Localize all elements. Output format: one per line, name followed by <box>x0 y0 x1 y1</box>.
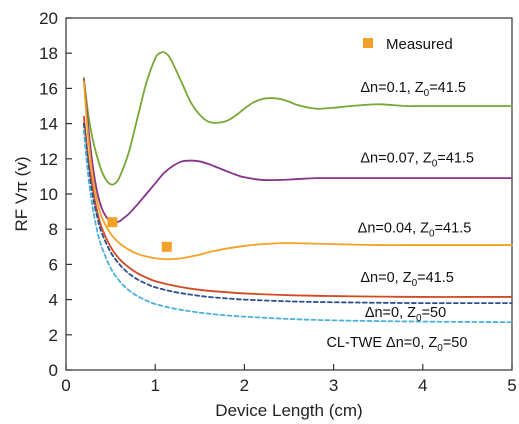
series-line-5 <box>82 122 513 305</box>
series-annotation: Δn=0.04, Z0=41.5 <box>358 221 472 240</box>
annotations: Δn=0.1, Z0=41.5 Δn=0.07, Z0=41.5 Δn=0.04, … <box>326 80 474 354</box>
y-tick-label: 12 <box>39 150 58 169</box>
y-tick-label: 0 <box>49 361 58 380</box>
y-tick-label: 8 <box>49 220 58 239</box>
x-tick-label: 5 <box>507 376 516 395</box>
x-tick-label: 1 <box>150 376 159 395</box>
x-axis-title: Device Length (cm) <box>215 401 362 420</box>
series-annotation: Δn=0, Z0=41.5 <box>360 270 453 289</box>
series-line-3 <box>82 80 513 261</box>
series-annotation: Δn=0, Z0=50 <box>365 305 446 324</box>
y-tick-label: 20 <box>39 9 58 28</box>
y-tick-label: 18 <box>39 44 58 63</box>
measured-markers <box>107 217 172 252</box>
x-tick-label: 3 <box>329 376 338 395</box>
x-tick-label: 4 <box>418 376 427 395</box>
legend-label-measured: Measured <box>386 36 453 53</box>
series-line-4 <box>82 115 513 298</box>
y-tick-label: 4 <box>49 291 58 310</box>
y-tick-label: 2 <box>49 326 58 345</box>
y-tick-label: 16 <box>39 79 58 98</box>
x-tick-label: 0 <box>61 376 70 395</box>
series-line-6 <box>82 129 513 324</box>
measured-point <box>107 217 118 228</box>
x-tick-label: 2 <box>240 376 249 395</box>
measured-point <box>161 241 172 252</box>
y-tick-label: 14 <box>39 115 58 134</box>
x-axis: 0 1 2 3 4 5 <box>61 364 517 395</box>
series-line-1 <box>82 51 513 186</box>
y-axis: 0 2 4 6 8 10 12 14 16 18 20 <box>39 9 72 380</box>
y-axis-title: RF Vπ (v) <box>12 157 31 232</box>
legend-marker-measured <box>363 38 373 48</box>
series-annotation: Δn=0.1, Z0=41.5 <box>360 80 466 99</box>
y-tick-label: 6 <box>49 255 58 274</box>
series-annotation: Δn=0.07, Z0=41.5 <box>360 150 474 169</box>
y-tick-label: 10 <box>39 185 58 204</box>
series-annotation: CL-TWE Δn=0, Z0=50 <box>326 335 467 354</box>
legend: Measured <box>363 36 453 53</box>
series-layer <box>82 51 513 324</box>
